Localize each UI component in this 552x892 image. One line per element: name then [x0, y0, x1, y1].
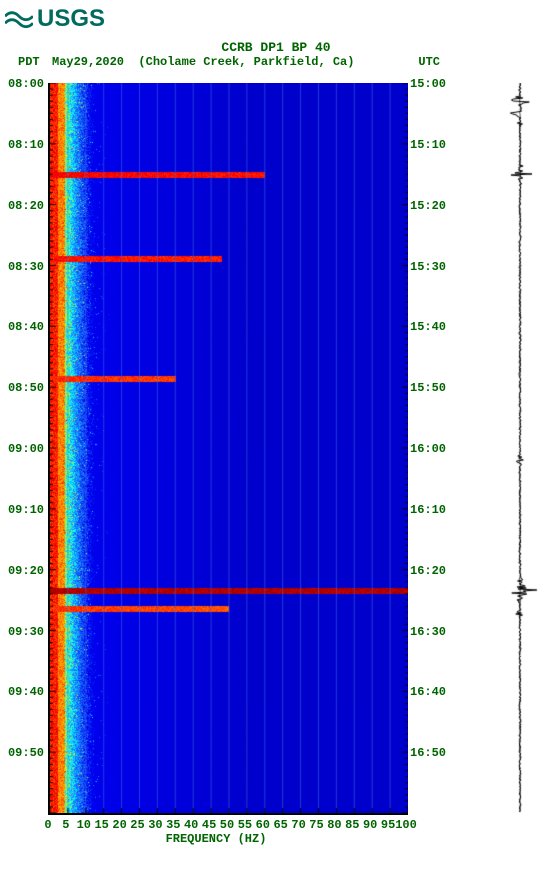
x-tick-80: 80 [327, 818, 341, 832]
y-right-15:10: 15:10 [410, 138, 446, 152]
logo-text: USGS [37, 5, 105, 33]
x-tick-50: 50 [220, 818, 234, 832]
x-tick-25: 25 [130, 818, 144, 832]
y-left-09:40: 09:40 [4, 685, 44, 699]
y-left-09:20: 09:20 [4, 564, 44, 578]
x-axis-title: FREQUENCY (HZ) [0, 832, 432, 846]
timezone-left: PDT [18, 55, 40, 69]
y-right-16:40: 16:40 [410, 685, 446, 699]
y-left-08:20: 08:20 [4, 199, 44, 213]
y-right-15:40: 15:40 [410, 320, 446, 334]
waveform-trace [500, 83, 540, 813]
y-left-09:10: 09:10 [4, 503, 44, 517]
x-tick-85: 85 [345, 818, 359, 832]
y-right-16:50: 16:50 [410, 746, 446, 760]
wave-icon [5, 9, 33, 29]
y-right-15:20: 15:20 [410, 199, 446, 213]
y-right-15:00: 15:00 [410, 77, 446, 91]
y-left-08:30: 08:30 [4, 260, 44, 274]
x-tick-5: 5 [62, 818, 69, 832]
chart-title: CCRB DP1 BP 40 [0, 40, 552, 55]
y-left-08:40: 08:40 [4, 320, 44, 334]
x-tick-10: 10 [77, 818, 91, 832]
x-tick-30: 30 [148, 818, 162, 832]
x-tick-15: 15 [94, 818, 108, 832]
y-left-08:50: 08:50 [4, 381, 44, 395]
date: May29,2020 [52, 55, 124, 69]
x-tick-70: 70 [291, 818, 305, 832]
location: (Cholame Creek, Parkfield, Ca) [138, 55, 354, 69]
x-tick-0: 0 [44, 818, 51, 832]
y-left-08:00: 08:00 [4, 77, 44, 91]
page: USGS CCRB DP1 BP 40 PDT May29,2020 (Chol… [0, 0, 552, 892]
x-tick-55: 55 [238, 818, 252, 832]
x-tick-100: 100 [395, 818, 417, 832]
x-tick-95: 95 [381, 818, 395, 832]
spectrogram-canvas [50, 83, 408, 813]
timezone-right: UTC [418, 55, 440, 69]
x-tick-20: 20 [112, 818, 126, 832]
x-tick-90: 90 [363, 818, 377, 832]
y-right-15:30: 15:30 [410, 260, 446, 274]
date-location: May29,2020 (Cholame Creek, Parkfield, Ca… [52, 55, 354, 69]
x-tick-35: 35 [166, 818, 180, 832]
y-left-09:30: 09:30 [4, 625, 44, 639]
x-tick-60: 60 [256, 818, 270, 832]
y-left-08:10: 08:10 [4, 138, 44, 152]
x-tick-75: 75 [309, 818, 323, 832]
y-right-16:00: 16:00 [410, 442, 446, 456]
x-tick-40: 40 [184, 818, 198, 832]
y-right-16:20: 16:20 [410, 564, 446, 578]
y-left-09:50: 09:50 [4, 746, 44, 760]
x-tick-65: 65 [273, 818, 287, 832]
x-tick-45: 45 [202, 818, 216, 832]
spectrogram-frame [48, 83, 408, 815]
y-right-16:30: 16:30 [410, 625, 446, 639]
y-right-15:50: 15:50 [410, 381, 446, 395]
usgs-logo: USGS [5, 5, 105, 33]
y-right-16:10: 16:10 [410, 503, 446, 517]
y-left-09:00: 09:00 [4, 442, 44, 456]
